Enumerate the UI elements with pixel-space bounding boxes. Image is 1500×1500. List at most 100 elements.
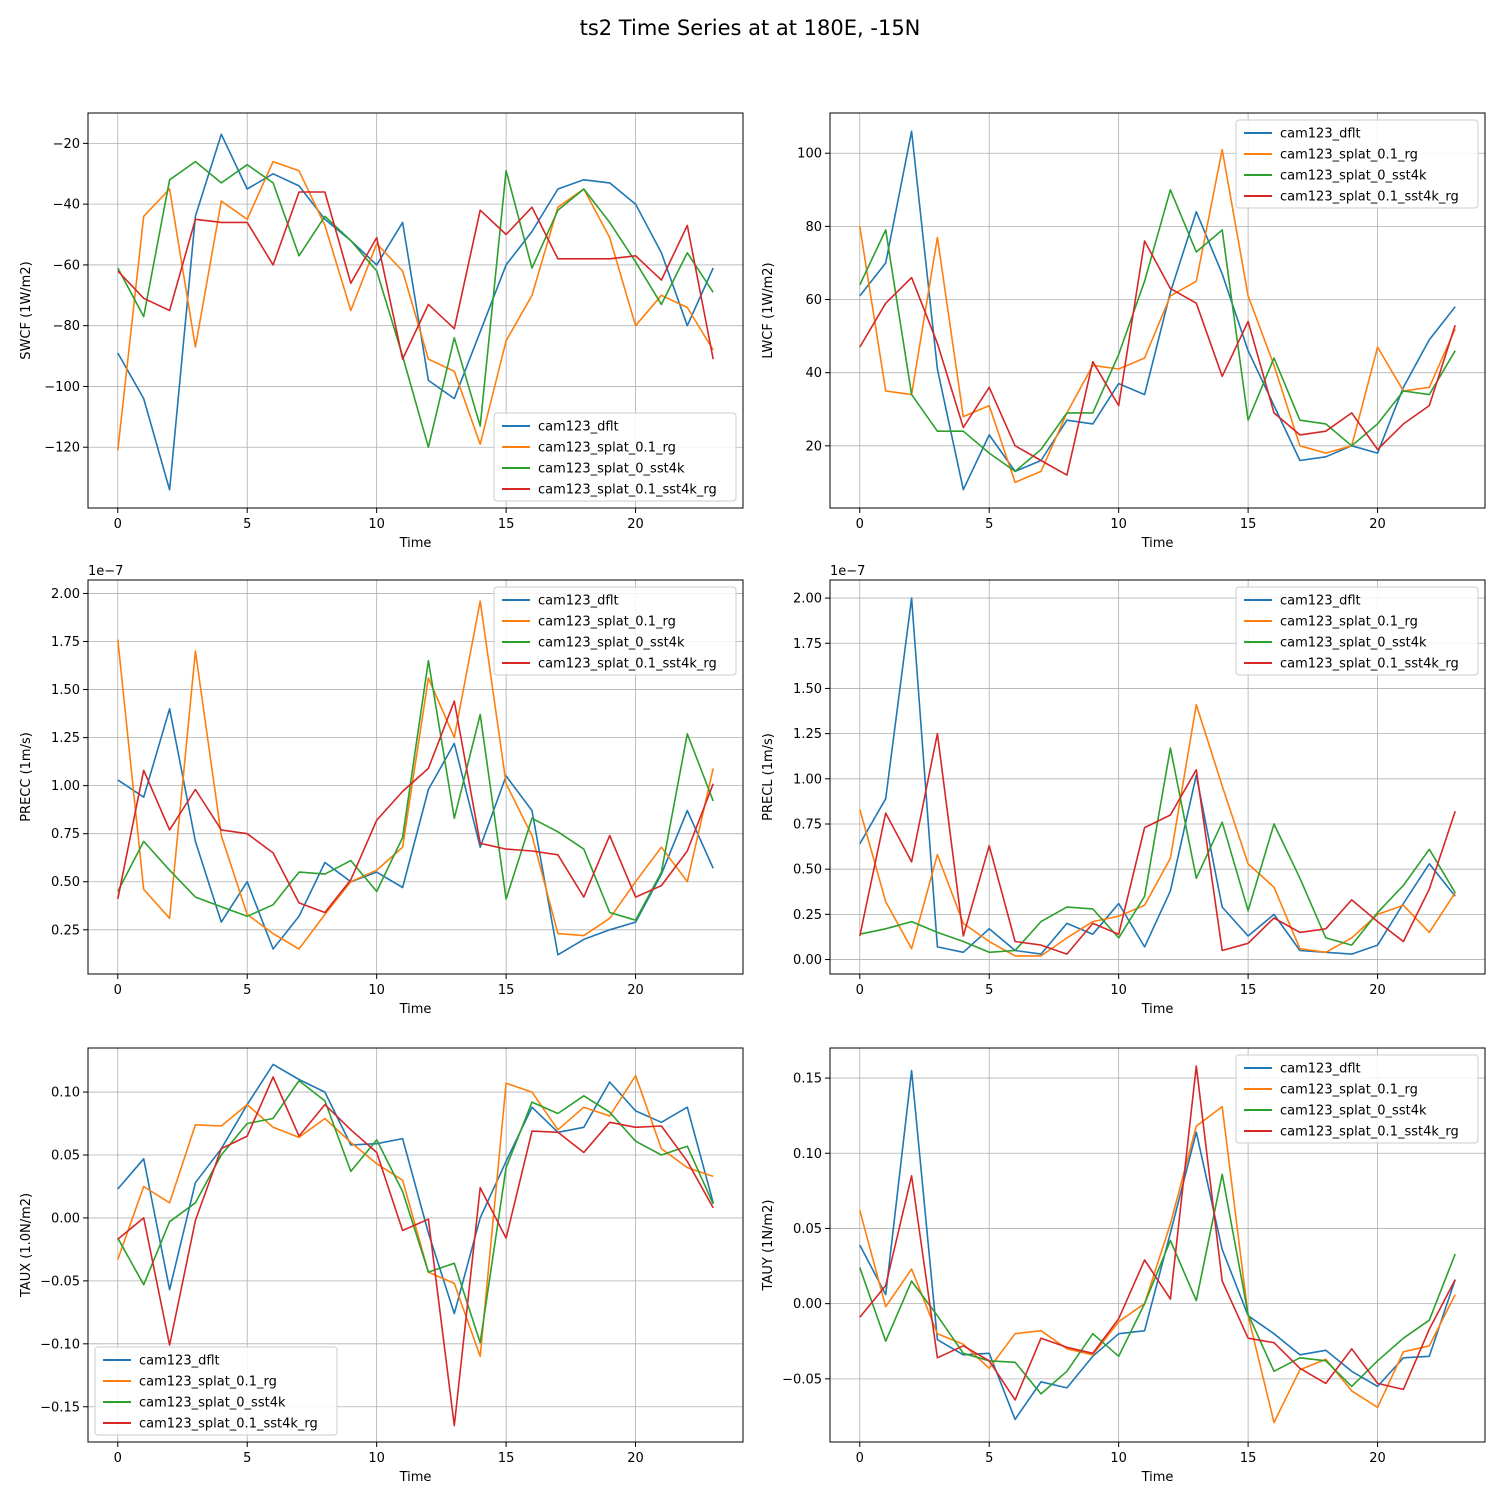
y-axis-label: TAUX (1.0N/m2) <box>19 1193 34 1298</box>
y-tick-label: 0.10 <box>51 1086 80 1101</box>
series-line-cam123_splat_0_sst4k <box>117 1079 714 1344</box>
y-tick-label: 2.00 <box>793 592 822 607</box>
x-tick-label: 15 <box>498 517 515 532</box>
x-axis-label: Time <box>1141 1470 1174 1485</box>
x-tick-label: 20 <box>1369 517 1386 532</box>
x-tick-label: 20 <box>627 1451 644 1466</box>
subplot-3: 0 5 10 15 20 0.25 0.50 0.75 1.00 1.25 1.50 1.75 2.00… <box>19 564 744 1017</box>
legend-label: cam123_splat_0.1_rg <box>1280 615 1418 630</box>
x-tick-label: 5 <box>985 983 993 998</box>
legend-label: cam123_dflt <box>538 594 619 609</box>
legend-box <box>1235 119 1479 209</box>
figure-title: ts2 Time Series at at 180E, -15N <box>579 16 921 40</box>
legend-label: cam123_dflt <box>139 1354 220 1369</box>
x-tick-label: 0 <box>856 983 864 998</box>
legend: cam123_dflt cam123_splat_0.1_rg cam123_spl… <box>1235 119 1479 209</box>
x-tick-label: 0 <box>856 517 864 532</box>
series-line-cam123_splat_0_sst4k <box>117 160 714 449</box>
x-axis-label: Time <box>1141 536 1174 551</box>
legend-label: cam123_dflt <box>1280 1062 1361 1077</box>
legend: cam123_dflt cam123_splat_0.1_rg cam123_spl… <box>493 586 737 676</box>
subplot-5: 0 5 10 15 20 −0.15 −0.10 −0.05 0.00 0.05 0.10 Time T… <box>19 1047 744 1485</box>
y-axis-label: LWCF (1W/m2) <box>761 262 776 358</box>
x-tick-label: 15 <box>1240 1451 1257 1466</box>
legend-box <box>493 586 737 676</box>
y-tick-label: 1.25 <box>51 731 80 746</box>
series-line-cam123_splat_0.1_sst4k_rg <box>859 240 1456 476</box>
y-axis-label: PRECL (1m/s) <box>761 733 776 821</box>
axes-frame <box>87 112 744 509</box>
legend-label: cam123_splat_0.1_sst4k_rg <box>1280 657 1459 672</box>
series-line-cam123_splat_0.1_rg <box>117 1074 714 1358</box>
y-tick-label: 60 <box>805 293 822 308</box>
legend-label: cam123_splat_0_sst4k <box>139 1396 286 1411</box>
x-tick-label: 10 <box>1110 983 1127 998</box>
axis-offset-label: 1e−7 <box>830 564 865 579</box>
y-tick-label: 0.25 <box>51 923 80 938</box>
series-line-cam123_splat_0_sst4k <box>859 189 1456 473</box>
y-tick-label: 0.75 <box>51 827 80 842</box>
legend-label: cam123_splat_0_sst4k <box>538 462 685 477</box>
x-tick-label: 10 <box>368 1451 385 1466</box>
x-axis-label: Time <box>1141 1002 1174 1017</box>
series-line-cam123_splat_0.1_rg <box>859 703 1456 957</box>
y-axis-label: SWCF (1W/m2) <box>19 261 34 359</box>
legend-label: cam123_splat_0.1_sst4k_rg <box>538 483 717 498</box>
x-tick-label: 20 <box>627 517 644 532</box>
x-tick-label: 0 <box>114 517 122 532</box>
series-line-cam123_splat_0.1_sst4k_rg <box>117 191 714 360</box>
y-tick-label: 1.00 <box>51 779 80 794</box>
x-tick-label: 5 <box>985 517 993 532</box>
series-line-cam123_dflt <box>117 133 714 491</box>
x-tick-label: 20 <box>1369 983 1386 998</box>
x-tick-label: 5 <box>243 1451 251 1466</box>
legend-label: cam123_splat_0_sst4k <box>1280 169 1427 184</box>
x-tick-label: 20 <box>627 983 644 998</box>
axes-frame <box>87 1047 744 1443</box>
y-tick-label: −0.05 <box>782 1372 822 1387</box>
legend-box <box>1235 586 1479 676</box>
y-tick-label: 40 <box>805 366 822 381</box>
legend-label: cam123_dflt <box>538 420 619 435</box>
series-line-cam123_dflt <box>117 707 714 956</box>
x-tick-label: 5 <box>243 983 251 998</box>
x-tick-label: 10 <box>1110 1451 1127 1466</box>
axis-offset-label: 1e−7 <box>88 564 123 579</box>
legend-label: cam123_splat_0_sst4k <box>1280 1104 1427 1119</box>
series-line-cam123_splat_0.1_rg <box>859 148 1456 484</box>
series-line-cam123_splat_0.1_rg <box>859 1105 1456 1424</box>
axes-frame <box>829 1047 1486 1443</box>
x-axis-label: Time <box>399 1002 432 1017</box>
y-tick-label: 0.00 <box>793 1297 822 1312</box>
legend-label: cam123_splat_0_sst4k <box>1280 636 1427 651</box>
axes-frame <box>829 579 1486 975</box>
y-tick-label: 100 <box>797 147 822 162</box>
subplot-4: 0 5 10 15 20 0.00 0.25 0.50 0.75 1.00 1.25 1.50 1.75… <box>761 564 1486 1017</box>
y-axis-label: PRECC (1m/s) <box>19 732 34 822</box>
series-line-cam123_splat_0.1_sst4k_rg <box>859 732 1456 955</box>
legend-label: cam123_splat_0.1_rg <box>1280 148 1418 163</box>
y-tick-label: 1.25 <box>793 727 822 742</box>
y-tick-label: 1.75 <box>793 637 822 652</box>
series-line-cam123_dflt <box>859 1069 1456 1421</box>
subplot-1: 0 5 10 15 20 −120 −100 −80 −60 −40 −20 Time SWCF (1W… <box>19 112 744 551</box>
y-tick-label: −60 <box>53 258 80 273</box>
legend-box <box>1235 1054 1479 1144</box>
legend-label: cam123_splat_0.1_sst4k_rg <box>538 657 717 672</box>
x-tick-label: 5 <box>243 517 251 532</box>
legend-label: cam123_splat_0.1_rg <box>1280 1083 1418 1098</box>
y-tick-label: 1.75 <box>51 635 80 650</box>
legend-label: cam123_splat_0.1_sst4k_rg <box>1280 190 1459 205</box>
legend-label: cam123_dflt <box>1280 594 1361 609</box>
legend: cam123_dflt cam123_splat_0.1_rg cam123_spl… <box>1235 586 1479 676</box>
y-tick-label: −0.10 <box>40 1337 80 1352</box>
y-tick-label: −20 <box>53 137 80 152</box>
legend-label: cam123_splat_0.1_rg <box>538 441 676 456</box>
y-tick-label: 1.00 <box>793 772 822 787</box>
y-tick-label: 0.25 <box>793 908 822 923</box>
y-tick-label: 1.50 <box>793 682 822 697</box>
legend-box <box>94 1346 338 1436</box>
y-tick-label: −120 <box>44 441 80 456</box>
axes-frame <box>87 579 744 975</box>
